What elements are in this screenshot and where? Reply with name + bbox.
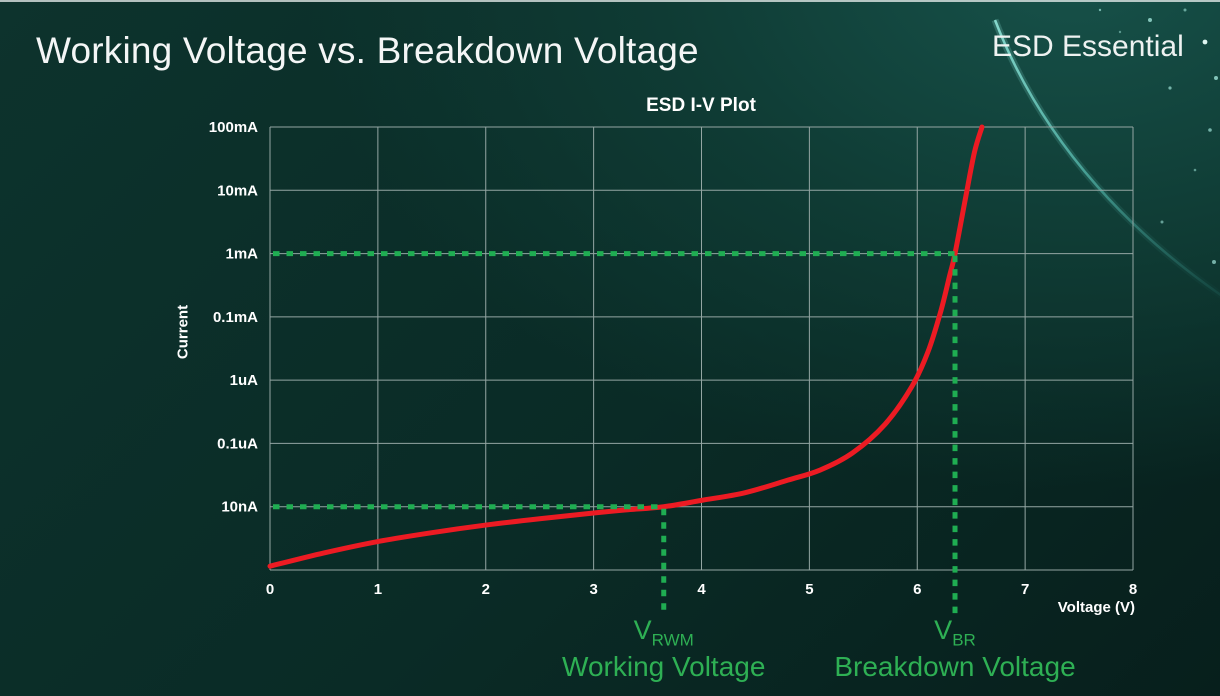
y-tick-label: 10mA bbox=[217, 182, 258, 199]
y-tick-label: 1mA bbox=[225, 246, 258, 263]
annotation-symbol-subscript: RWM bbox=[651, 630, 694, 650]
y-tick-label: 0.1uA bbox=[217, 435, 258, 452]
annotation-symbol-letter: V bbox=[934, 615, 953, 645]
x-tick-label: 5 bbox=[805, 581, 813, 598]
annotation-caption-working-voltage: Working Voltage bbox=[562, 651, 766, 683]
y-tick-label: 10nA bbox=[221, 499, 258, 516]
x-tick-label: 8 bbox=[1129, 581, 1137, 598]
page-title: Working Voltage vs. Breakdown Voltage bbox=[36, 30, 699, 71]
x-tick-label: 4 bbox=[697, 581, 706, 598]
top-border bbox=[0, 0, 1220, 2]
chart-title: ESD I-V Plot bbox=[646, 95, 756, 116]
x-tick-label: 1 bbox=[374, 581, 382, 598]
x-tick-label: 7 bbox=[1021, 581, 1029, 598]
x-tick-label: 6 bbox=[913, 581, 921, 598]
x-tick-label: 3 bbox=[589, 581, 597, 598]
annotation-symbol-vbr: VBR bbox=[834, 616, 1075, 649]
annotation-caption-breakdown-voltage: Breakdown Voltage bbox=[834, 651, 1076, 683]
brand-label: ESD Essential bbox=[992, 30, 1184, 63]
y-tick-label: 0.1mA bbox=[213, 309, 258, 326]
annotation-working-voltage: VRWM Working Voltage bbox=[562, 616, 765, 682]
annotation-breakdown-voltage: VBR Breakdown Voltage bbox=[834, 616, 1075, 682]
y-tick-label: 100mA bbox=[209, 119, 258, 136]
y-tick-label: 1uA bbox=[230, 372, 259, 389]
iv-curve bbox=[267, 124, 985, 569]
x-axis-label: Voltage (V) bbox=[1057, 599, 1135, 616]
x-tick-label: 2 bbox=[482, 581, 490, 598]
annotation-symbol-subscript: BR bbox=[952, 630, 976, 650]
annotation-symbol-vrwm: VRWM bbox=[562, 616, 765, 649]
annotation-symbol-letter: V bbox=[633, 615, 652, 645]
x-tick-label: 0 bbox=[266, 581, 274, 598]
